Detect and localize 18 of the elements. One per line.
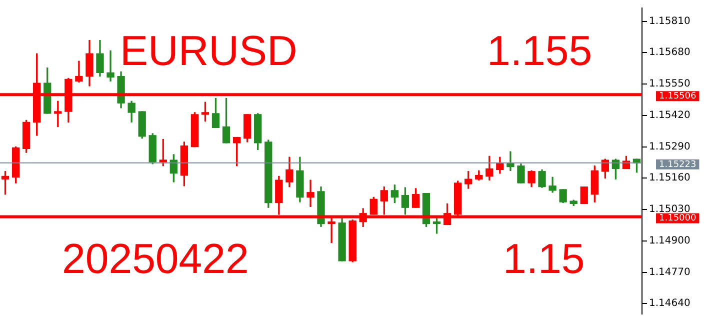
y-tick-label: 1.14900 xyxy=(649,235,690,246)
y-tick-label: 1.14770 xyxy=(649,266,690,278)
candlestick xyxy=(306,180,314,207)
ref-line-label: 1.15506 xyxy=(659,91,696,102)
annotation: 20250422 xyxy=(62,235,249,282)
y-tick-label: 1.15290 xyxy=(649,141,690,152)
ref-line-label: 1.15000 xyxy=(659,214,696,224)
annotation: 1.155 xyxy=(487,27,592,74)
y-tick-label: 1.15420 xyxy=(649,110,690,121)
annotation: EURUSD xyxy=(120,27,298,74)
y-tick-label: 1.14640 xyxy=(649,298,690,310)
y-tick-label: 1.15810 xyxy=(649,16,690,27)
y-tick-label: 1.15160 xyxy=(649,172,690,184)
y-tick-label: 1.15680 xyxy=(649,47,690,58)
ref-line-label: 1.15223 xyxy=(659,160,696,170)
annotation: 1.15 xyxy=(503,235,585,282)
y-tick-label: 1.15550 xyxy=(649,78,690,90)
candlestick xyxy=(106,50,114,82)
